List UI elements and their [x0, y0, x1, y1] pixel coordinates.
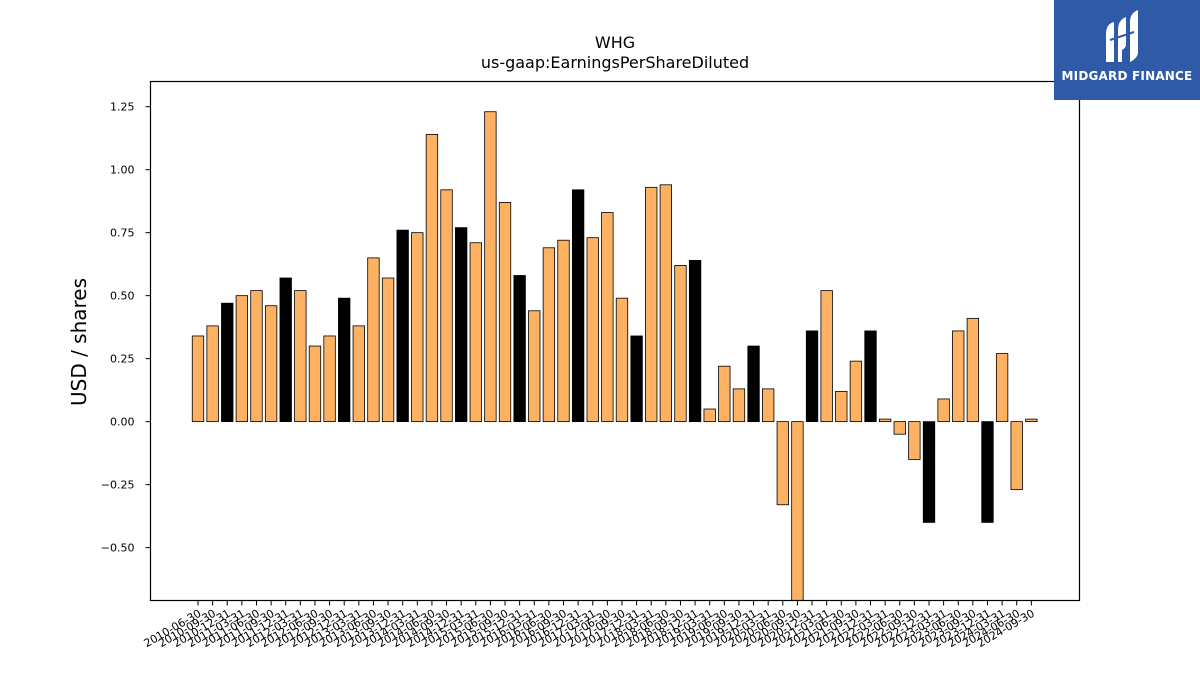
bar [805, 330, 819, 423]
bar [601, 212, 614, 423]
bar [893, 421, 906, 435]
bar [221, 302, 234, 423]
bar [937, 398, 950, 423]
bar [455, 227, 468, 423]
bar [411, 232, 424, 423]
bar [513, 275, 526, 423]
bar [586, 237, 599, 423]
bar [294, 290, 307, 423]
bar [835, 390, 848, 423]
bar [1010, 421, 1023, 491]
bar [762, 388, 775, 423]
bar [323, 335, 336, 423]
bar [703, 408, 716, 423]
bar [791, 421, 804, 601]
y-tick-label: 0.75 [110, 227, 135, 240]
bar [484, 111, 497, 423]
y-tick-label: 0.25 [110, 353, 135, 366]
bar [659, 184, 672, 423]
bar [571, 189, 585, 423]
bar [995, 353, 1009, 423]
bar [528, 310, 541, 423]
bar [542, 247, 556, 423]
bar [732, 388, 746, 423]
bar [381, 277, 395, 423]
bar [674, 265, 687, 423]
bar [557, 239, 570, 423]
y-axis-label: USD / shares [67, 278, 91, 406]
bar [820, 290, 833, 423]
bar [352, 325, 365, 423]
bar [279, 277, 292, 423]
bar [1025, 418, 1038, 423]
y-tick-label: 0.00 [110, 416, 135, 429]
midgard-logo-icon [1106, 10, 1138, 62]
bar [396, 229, 409, 423]
chart-subtitle: us-gaap:EarningsPerShareDiluted [481, 53, 749, 72]
bar [922, 421, 936, 523]
bar [630, 335, 643, 423]
brand-logo: MIDGARD FINANCE [1054, 0, 1200, 100]
bar [367, 257, 380, 423]
bar [235, 295, 249, 423]
bar [849, 360, 863, 423]
y-tick-label: 1.25 [110, 101, 135, 114]
chart-title: WHG [595, 33, 635, 52]
bar [498, 202, 512, 423]
y-tick-label: 0.50 [110, 290, 135, 303]
bar [908, 421, 921, 460]
bar [718, 365, 731, 423]
y-tick-label: −0.50 [101, 542, 135, 555]
bar [425, 134, 439, 423]
bar [250, 290, 263, 423]
bar [776, 421, 789, 506]
bar [688, 259, 702, 423]
bar [981, 421, 994, 523]
bar [864, 330, 877, 423]
brand-name: MIDGARD FINANCE [1061, 69, 1193, 83]
y-tick-label: 1.00 [110, 164, 135, 177]
bar [469, 242, 482, 423]
bar [191, 335, 205, 423]
x-axis: 2010-06-302010-09-302010-12-312011-03-31… [142, 600, 1037, 650]
bar [308, 345, 322, 423]
bar [264, 305, 278, 423]
bar [440, 189, 453, 423]
y-axis: 1.25 1.00 0.75 0.50 0.25 0.00 −0.25 −0.50 [101, 101, 151, 555]
bar-series [191, 111, 1038, 601]
bar [966, 317, 980, 423]
bar [338, 297, 351, 423]
bar [952, 330, 965, 423]
bar [206, 325, 219, 423]
bar [615, 297, 629, 423]
bar [645, 186, 658, 423]
y-tick-label: −0.25 [101, 479, 135, 492]
plot-frame [149, 80, 1081, 602]
bar [878, 418, 892, 423]
bar [747, 345, 760, 423]
